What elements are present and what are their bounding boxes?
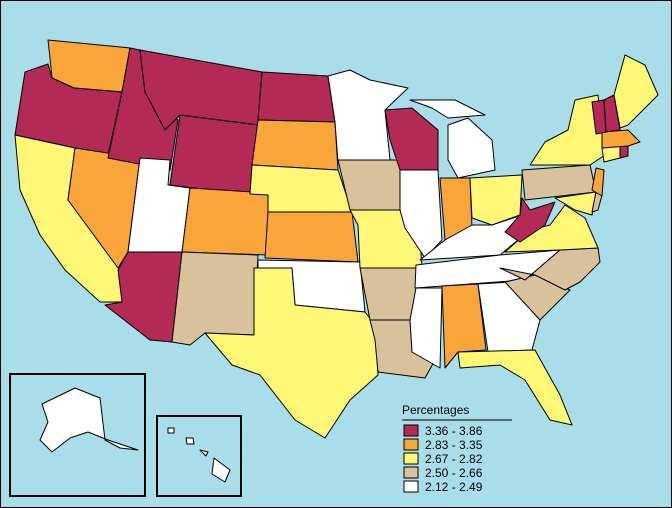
state-co[interactable] (182, 188, 268, 255)
legend-label: 3.36 - 3.86 (425, 424, 483, 438)
state-ma[interactable] (602, 130, 640, 148)
state-nd[interactable] (258, 72, 335, 122)
state-ks[interactable] (265, 212, 358, 262)
state-ct[interactable] (602, 146, 620, 162)
state-ri[interactable] (620, 146, 628, 158)
legend-swatch (404, 425, 418, 436)
legend-label: 2.12 - 2.49 (425, 480, 483, 494)
legend-swatch (404, 481, 418, 492)
legend-label: 2.67 - 2.82 (425, 452, 483, 466)
legend: Percentages 3.36 - 3.862.83 - 3.352.67 -… (402, 403, 512, 494)
legend-label: 2.50 - 2.66 (425, 466, 483, 480)
state-sd[interactable] (252, 120, 338, 170)
legend-title: Percentages (402, 403, 469, 417)
legend-swatch (404, 467, 418, 478)
state-wy[interactable] (170, 115, 258, 195)
legend-swatch (404, 453, 418, 464)
legend-label: 2.83 - 3.35 (425, 438, 483, 452)
state-nm[interactable] (172, 252, 258, 345)
state-fl[interactable] (458, 350, 572, 425)
legend-swatch (404, 439, 418, 450)
state-me[interactable] (614, 55, 658, 128)
